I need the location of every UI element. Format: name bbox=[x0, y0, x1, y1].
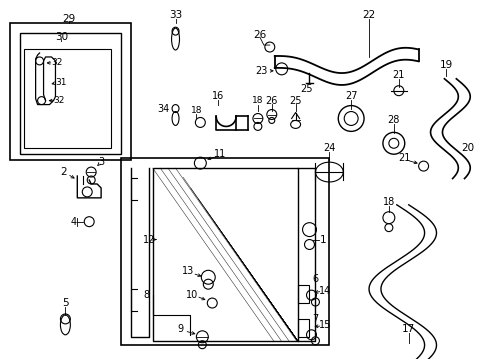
Text: 10: 10 bbox=[186, 290, 198, 300]
Text: 20: 20 bbox=[461, 143, 474, 153]
Bar bbox=[20, 33, 121, 154]
Bar bbox=[297, 319, 309, 337]
Text: 13: 13 bbox=[182, 266, 194, 276]
Text: 18: 18 bbox=[252, 96, 263, 105]
Text: 2: 2 bbox=[60, 167, 66, 177]
Text: 3: 3 bbox=[98, 157, 104, 167]
Bar bbox=[297, 285, 309, 303]
Text: 19: 19 bbox=[439, 60, 452, 70]
Text: 18: 18 bbox=[190, 106, 202, 115]
Text: 22: 22 bbox=[362, 10, 375, 20]
Text: 11: 11 bbox=[214, 149, 226, 159]
Text: 9: 9 bbox=[177, 324, 183, 334]
Text: 21: 21 bbox=[392, 70, 404, 80]
Text: 7: 7 bbox=[312, 314, 318, 324]
Bar bbox=[152, 168, 297, 341]
Text: 34: 34 bbox=[157, 104, 169, 113]
Text: 27: 27 bbox=[344, 91, 357, 101]
Text: 15: 15 bbox=[319, 320, 331, 330]
Text: 23: 23 bbox=[255, 66, 267, 76]
Text: 16: 16 bbox=[212, 91, 224, 101]
Bar bbox=[10, 23, 131, 160]
Text: 1: 1 bbox=[320, 234, 326, 244]
Text: 31: 31 bbox=[56, 78, 67, 87]
Text: 5: 5 bbox=[62, 298, 69, 308]
Text: 24: 24 bbox=[323, 143, 335, 153]
Bar bbox=[24, 49, 111, 148]
Text: 8: 8 bbox=[143, 290, 149, 300]
Text: 18: 18 bbox=[382, 197, 394, 207]
Text: 12: 12 bbox=[142, 234, 155, 244]
Bar bbox=[121, 158, 328, 345]
Text: 17: 17 bbox=[401, 324, 414, 334]
Text: 32: 32 bbox=[52, 58, 63, 67]
Text: 28: 28 bbox=[387, 116, 399, 126]
Text: 26: 26 bbox=[265, 96, 277, 105]
Text: 29: 29 bbox=[62, 14, 76, 24]
Text: 33: 33 bbox=[168, 10, 182, 20]
Text: 25: 25 bbox=[300, 84, 312, 94]
Text: 25: 25 bbox=[289, 96, 301, 105]
Text: 30: 30 bbox=[55, 32, 68, 42]
Text: 32: 32 bbox=[54, 96, 65, 105]
Text: 14: 14 bbox=[319, 286, 331, 296]
Text: 6: 6 bbox=[312, 274, 318, 284]
Text: 4: 4 bbox=[70, 217, 76, 227]
Text: 26: 26 bbox=[253, 30, 266, 40]
Text: 21: 21 bbox=[398, 153, 410, 163]
